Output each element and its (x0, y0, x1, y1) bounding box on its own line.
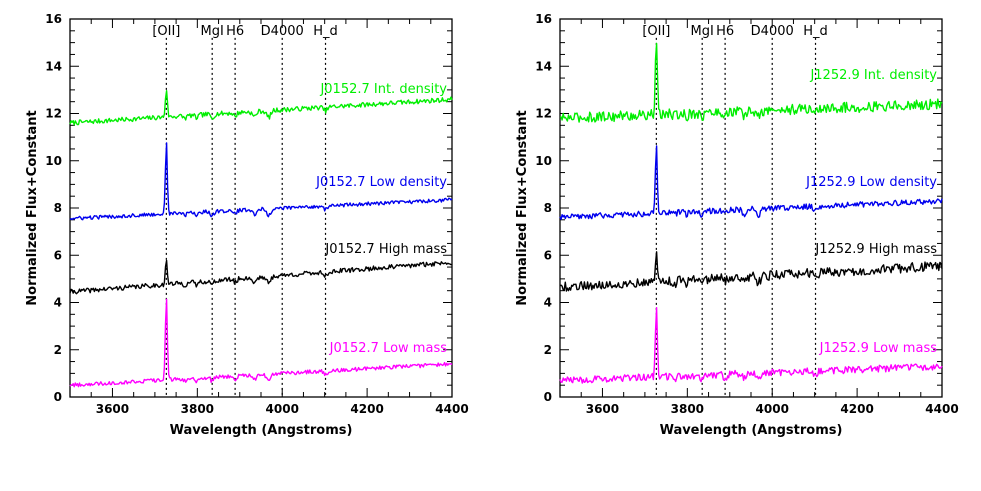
y-tick-label: 6 (544, 248, 552, 262)
spectrum-line (559, 145, 943, 220)
feature-label: [OII] (152, 24, 180, 39)
feature-label: D4000 (751, 24, 794, 39)
series-label: J0152.7 Low density (315, 175, 447, 190)
spectrum-line (69, 90, 453, 126)
feature-label: [OII] (642, 24, 670, 39)
x-tick-label: 3800 (671, 402, 704, 416)
chart-left: 3600 3800 4000 4200 4400 0 2 4 6 8 10 12 14 16 Wavelen… (25, 12, 469, 438)
y-tick-label: 0 (54, 390, 62, 404)
y-tick-label: 4 (54, 296, 62, 310)
feature-label: H6 (716, 24, 734, 39)
series-label: J0152.7 High mass (324, 242, 447, 257)
series-label: J1252.9 Low density (805, 175, 937, 190)
series-label: J1252.9 High mass (814, 242, 937, 257)
feature-label: MgI (691, 24, 714, 39)
y-tick-label: 12 (45, 107, 62, 121)
y-tick-label: 2 (54, 343, 62, 357)
x-axis-title: Wavelength (Angstroms) (170, 423, 353, 438)
spectrum-line (559, 307, 943, 384)
series-label: J1252.9 Int. density (809, 68, 937, 83)
series-label: J1252.9 Low mass (819, 341, 938, 356)
spectrum-line (69, 142, 453, 221)
spectrum-line (559, 42, 943, 123)
x-tick-label: 4200 (840, 402, 873, 416)
x-tick-label: 4400 (925, 402, 958, 416)
feature-label: H6 (226, 24, 244, 39)
x-tick-label: 3600 (96, 402, 129, 416)
x-axis-title: Wavelength (Angstroms) (660, 423, 843, 438)
x-tick-label: 3600 (586, 402, 619, 416)
x-tick-label: 4000 (266, 402, 299, 416)
feature-label: H_d (313, 24, 338, 39)
y-tick-label: 4 (544, 296, 552, 310)
y-tick-label: 0 (544, 390, 552, 404)
y-tick-label: 8 (544, 201, 552, 215)
chart-right: 3600 3800 4000 4200 4400 0 2 4 6 8 10 12 14 16 Wavelen… (515, 12, 959, 438)
y-axis-title: Normalized Flux+Constant (25, 110, 40, 305)
feature-label: D4000 (261, 24, 304, 39)
spectrum-line (69, 298, 453, 388)
y-tick-label: 16 (535, 12, 552, 26)
y-axis-title: Normalized Flux+Constant (515, 110, 530, 305)
y-tick-label: 14 (535, 59, 552, 73)
x-tick-label: 4000 (756, 402, 789, 416)
feature-label: H_d (803, 24, 828, 39)
spectrum-line (69, 259, 452, 295)
series-label: J0152.7 Low mass (329, 341, 448, 356)
x-tick-label: 4400 (435, 402, 468, 416)
y-tick-label: 10 (45, 154, 62, 168)
spectrum-line (559, 251, 943, 292)
y-tick-label: 6 (54, 248, 62, 262)
feature-label: MgI (201, 24, 224, 39)
y-tick-label: 14 (45, 59, 62, 73)
y-tick-label: 10 (535, 154, 552, 168)
y-tick-label: 12 (535, 107, 552, 121)
y-tick-label: 8 (54, 201, 62, 215)
y-tick-label: 16 (45, 12, 62, 26)
series-label: J0152.7 Int. density (319, 82, 447, 97)
y-tick-label: 2 (544, 343, 552, 357)
x-tick-label: 3800 (181, 402, 214, 416)
x-tick-label: 4200 (350, 402, 383, 416)
